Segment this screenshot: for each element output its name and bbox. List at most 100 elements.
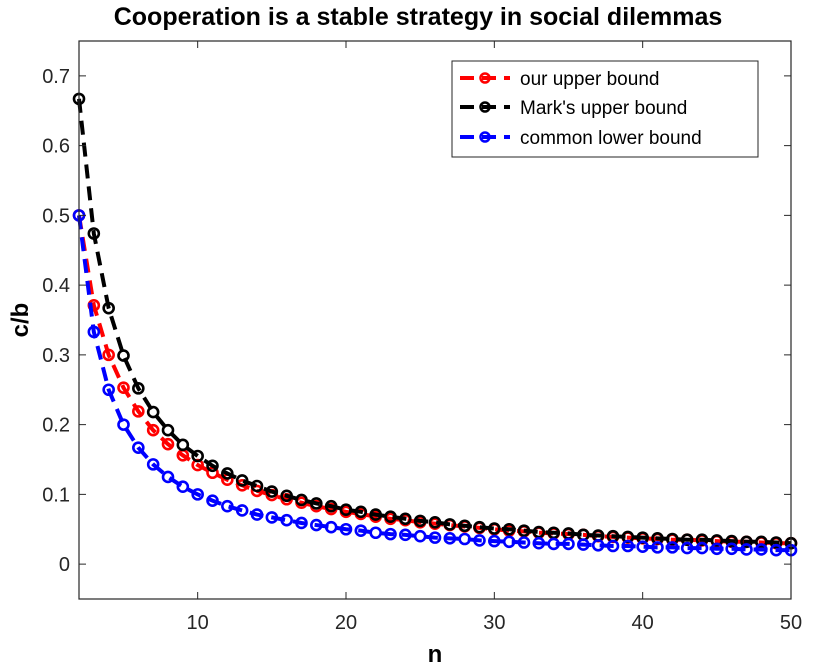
data-point-mark-s-upper-bound xyxy=(413,514,427,528)
data-point-our-upper-bound xyxy=(250,484,264,498)
data-point-our-upper-bound xyxy=(161,437,175,451)
data-point-common-lower-bound xyxy=(206,494,219,507)
x-tick-label: 30 xyxy=(483,612,505,634)
data-point-mark-s-upper-bound xyxy=(517,524,531,537)
data-point-common-lower-bound xyxy=(354,524,368,537)
legend: our upper bound Mark's upper bound commo… xyxy=(451,60,759,158)
data-point-common-lower-bound xyxy=(651,541,664,554)
legend-entry-common-lower-bound: common lower bound xyxy=(460,128,702,149)
plot-frame xyxy=(78,40,792,600)
data-point-our-upper-bound xyxy=(117,381,130,394)
data-point-common-lower-bound xyxy=(324,520,338,534)
data-point-mark-s-upper-bound xyxy=(102,301,115,315)
data-point-common-lower-bound xyxy=(725,542,738,556)
data-point-common-lower-bound xyxy=(399,528,412,542)
y-tick-label: 0.3 xyxy=(42,345,70,367)
data-point-our-upper-bound xyxy=(235,479,249,492)
data-point-mark-s-upper-bound xyxy=(725,534,738,548)
data-point-common-lower-bound xyxy=(666,541,679,554)
y-tick-label: 0.2 xyxy=(42,415,70,437)
data-point-common-lower-bound xyxy=(636,540,649,553)
data-point-common-lower-bound xyxy=(384,527,397,541)
data-point-mark-s-upper-bound xyxy=(117,349,130,362)
data-point-common-lower-bound xyxy=(532,536,546,550)
y-axis-label: c/b xyxy=(7,303,34,338)
data-point-mark-s-upper-bound xyxy=(458,519,471,533)
data-point-common-lower-bound xyxy=(176,480,190,494)
data-point-mark-s-upper-bound xyxy=(250,479,264,493)
series-line-our-upper-bound xyxy=(77,215,791,546)
data-point-common-lower-bound xyxy=(339,522,353,536)
series-common-lower-bound xyxy=(72,209,798,557)
data-point-common-lower-bound xyxy=(369,526,382,540)
data-point-common-lower-bound xyxy=(161,470,175,484)
data-point-common-lower-bound xyxy=(695,541,709,555)
x-axis: 10 20 30 40 50 xyxy=(187,41,802,634)
data-point-common-lower-bound xyxy=(221,499,234,513)
plot-area xyxy=(72,92,798,557)
data-point-mark-s-upper-bound xyxy=(666,532,679,546)
data-point-our-upper-bound xyxy=(102,348,115,362)
data-point-mark-s-upper-bound xyxy=(680,533,694,547)
data-point-our-upper-bound xyxy=(146,423,160,437)
data-point-mark-s-upper-bound xyxy=(161,423,175,437)
y-axis: 0 0.1 0.2 0.3 0.4 0.5 0.6 0.7 xyxy=(42,66,791,576)
data-point-mark-s-upper-bound xyxy=(428,515,442,529)
x-tick-label: 10 xyxy=(187,612,209,634)
data-point-common-lower-bound xyxy=(132,441,145,454)
data-point-common-lower-bound xyxy=(413,529,427,543)
data-point-common-lower-bound xyxy=(562,537,575,551)
data-point-common-lower-bound xyxy=(102,383,115,397)
data-point-our-upper-bound xyxy=(132,405,145,418)
legend-label-common-lower-bound: common lower bound xyxy=(520,128,702,149)
data-point-mark-s-upper-bound xyxy=(769,536,783,549)
legend-marker-common-lower-bound xyxy=(479,131,491,143)
data-point-common-lower-bound xyxy=(458,532,471,546)
data-point-mark-s-upper-bound xyxy=(265,485,279,498)
data-point-common-lower-bound xyxy=(295,516,308,530)
y-tick-label: 0.6 xyxy=(42,136,70,158)
x-tick-label: 40 xyxy=(632,612,654,634)
data-point-common-lower-bound xyxy=(473,534,486,547)
data-point-mark-s-upper-bound xyxy=(399,512,412,526)
data-point-mark-s-upper-bound xyxy=(443,518,457,531)
legend-label-marks-upper-bound: Mark's upper bound xyxy=(520,98,687,119)
data-point-common-lower-bound xyxy=(606,539,620,553)
data-point-common-lower-bound xyxy=(591,538,605,552)
series-line-common-lower-bound xyxy=(77,215,791,553)
x-axis-label: n xyxy=(428,641,443,668)
data-point-mark-s-upper-bound xyxy=(235,474,249,487)
data-point-mark-s-upper-bound xyxy=(710,534,724,547)
data-point-mark-s-upper-bound xyxy=(473,520,486,534)
data-point-mark-s-upper-bound xyxy=(146,405,160,419)
data-point-mark-s-upper-bound xyxy=(295,493,308,507)
data-point-mark-s-upper-bound xyxy=(324,499,338,513)
data-point-mark-s-upper-bound xyxy=(132,382,145,395)
y-tick-label: 0.5 xyxy=(42,205,70,227)
y-tick-label: 0.7 xyxy=(42,66,70,88)
data-point-mark-s-upper-bound xyxy=(755,535,768,549)
data-point-mark-s-upper-bound xyxy=(191,449,204,463)
data-point-common-lower-bound xyxy=(502,535,516,549)
data-point-mark-s-upper-bound xyxy=(384,510,397,524)
data-point-common-lower-bound xyxy=(428,531,442,544)
data-point-mark-s-upper-bound xyxy=(310,497,323,510)
data-point-common-lower-bound xyxy=(265,511,279,524)
data-point-mark-s-upper-bound xyxy=(221,467,234,480)
series-our-upper-bound xyxy=(72,209,798,550)
legend-marker-our-upper-bound xyxy=(479,72,491,84)
data-point-common-lower-bound xyxy=(87,325,101,339)
data-point-mark-s-upper-bound xyxy=(206,459,219,473)
data-point-common-lower-bound xyxy=(680,541,694,555)
data-point-common-lower-bound xyxy=(710,542,724,556)
x-tick-label: 50 xyxy=(780,612,802,634)
data-point-mark-s-upper-bound xyxy=(502,522,516,536)
data-point-common-lower-bound xyxy=(191,488,204,501)
data-point-common-lower-bound xyxy=(310,518,323,532)
legend-box xyxy=(451,60,759,158)
data-point-common-lower-bound xyxy=(117,418,130,431)
y-tick-label: 0 xyxy=(59,554,70,576)
data-point-mark-s-upper-bound xyxy=(488,522,501,535)
data-point-mark-s-upper-bound xyxy=(176,438,190,452)
data-point-mark-s-upper-bound xyxy=(339,503,353,517)
